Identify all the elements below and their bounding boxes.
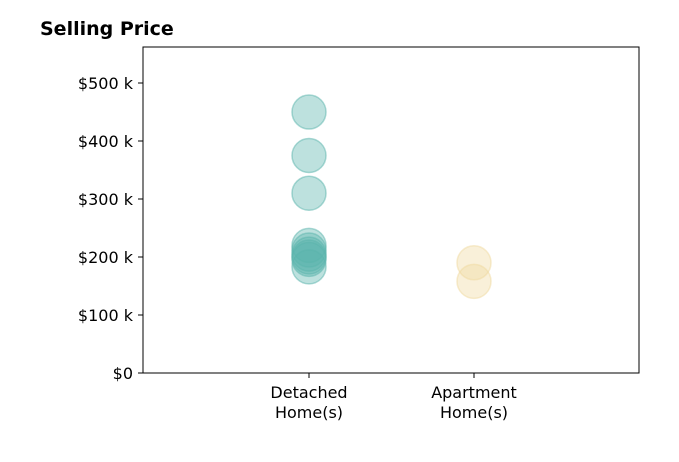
y-tick-label: $0 <box>113 364 133 383</box>
data-point <box>291 241 327 278</box>
y-tick-label: $500 k <box>78 74 134 93</box>
x-tick-label-line: Apartment <box>431 383 517 402</box>
y-axis: $0 $100 k $200 k $300 k $400 k $500 k <box>78 74 143 383</box>
y-tick-label: $200 k <box>78 248 134 267</box>
x-tick-label-line: Home(s) <box>275 403 343 422</box>
x-tick-label: Apartment Home(s) <box>431 383 517 422</box>
data-point <box>456 245 492 281</box>
y-tick-label: $100 k <box>78 306 134 325</box>
data-points <box>291 94 492 300</box>
y-tick-label: $300 k <box>78 190 134 209</box>
x-axis: Detached Home(s)Apartment Home(s) <box>270 373 517 422</box>
data-point <box>291 175 327 211</box>
x-tick-label: Detached Home(s) <box>270 383 347 422</box>
data-point <box>291 94 327 130</box>
x-tick-label-line: Detached <box>270 383 347 402</box>
y-tick-label: $400 k <box>78 132 134 151</box>
data-point <box>456 263 492 300</box>
x-tick-label-line: Home(s) <box>440 403 508 422</box>
data-point <box>291 137 327 174</box>
plot-frame <box>142 46 640 374</box>
chart-title: Selling Price <box>40 18 174 40</box>
data-point <box>291 249 327 285</box>
